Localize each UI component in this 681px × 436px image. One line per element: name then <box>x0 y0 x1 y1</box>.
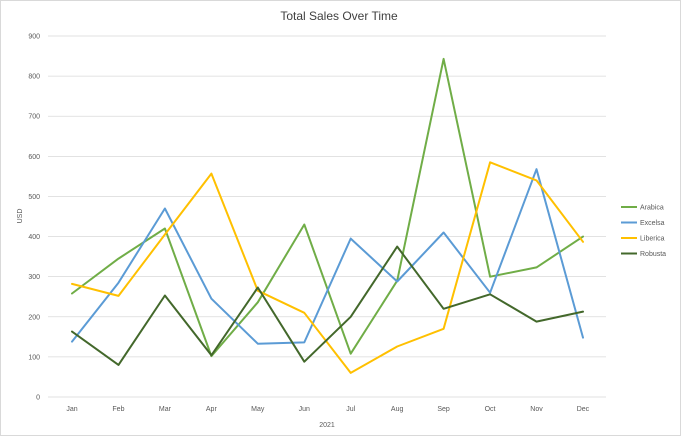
series-lines <box>71 57 584 374</box>
x-tick-label: Oct <box>485 406 496 413</box>
y-tick-label: 800 <box>28 74 40 81</box>
series-line-arabica <box>71 57 584 358</box>
y-tick-label: 700 <box>28 114 40 121</box>
y-tick-label: 200 <box>28 314 40 321</box>
legend: Arabica Excelsa Liberica Robusta <box>621 205 666 258</box>
x-tick-label: Mar <box>159 406 172 413</box>
chart-title: Total Sales Over Time <box>280 9 398 23</box>
y-tick-label: 300 <box>28 274 40 281</box>
y-tick-label: 400 <box>28 234 40 241</box>
legend-label-arabica: Arabica <box>640 205 664 212</box>
x-tick-label: Apr <box>206 406 218 413</box>
x-tick-label: Dec <box>577 406 590 413</box>
y-tick-label: 500 <box>28 194 40 201</box>
y-axis-ticks: 0 100 200 300 400 500 600 700 800 900 <box>28 34 40 402</box>
x-tick-label: Jul <box>346 406 355 413</box>
x-tick-label: Nov <box>530 406 543 413</box>
legend-label-liberica: Liberica <box>640 236 665 243</box>
y-tick-label: 0 <box>36 395 40 402</box>
series-line-liberica <box>71 161 584 374</box>
x-tick-label: Sep <box>437 406 450 413</box>
x-tick-label: Jan <box>66 406 77 413</box>
x-axis-ticks: Jan Feb Mar Apr May Jun Jul Aug Sep Oct Nov Dec <box>66 406 589 413</box>
y-tick-label: 100 <box>28 354 40 361</box>
x-tick-label: Aug <box>391 406 404 413</box>
y-tick-label: 900 <box>28 34 40 41</box>
x-tick-label: Jun <box>299 406 310 413</box>
series-line-robusta <box>71 245 584 366</box>
series-line-excelsa <box>71 168 584 345</box>
y-axis-label: USD <box>17 209 24 224</box>
y-tick-label: 600 <box>28 154 40 161</box>
x-tick-label: Feb <box>112 406 124 413</box>
legend-label-robusta: Robusta <box>640 251 666 258</box>
x-axis-label: 2021 <box>319 422 335 429</box>
legend-label-excelsa: Excelsa <box>640 220 665 227</box>
x-tick-label: May <box>251 406 265 413</box>
gridlines <box>48 35 606 398</box>
